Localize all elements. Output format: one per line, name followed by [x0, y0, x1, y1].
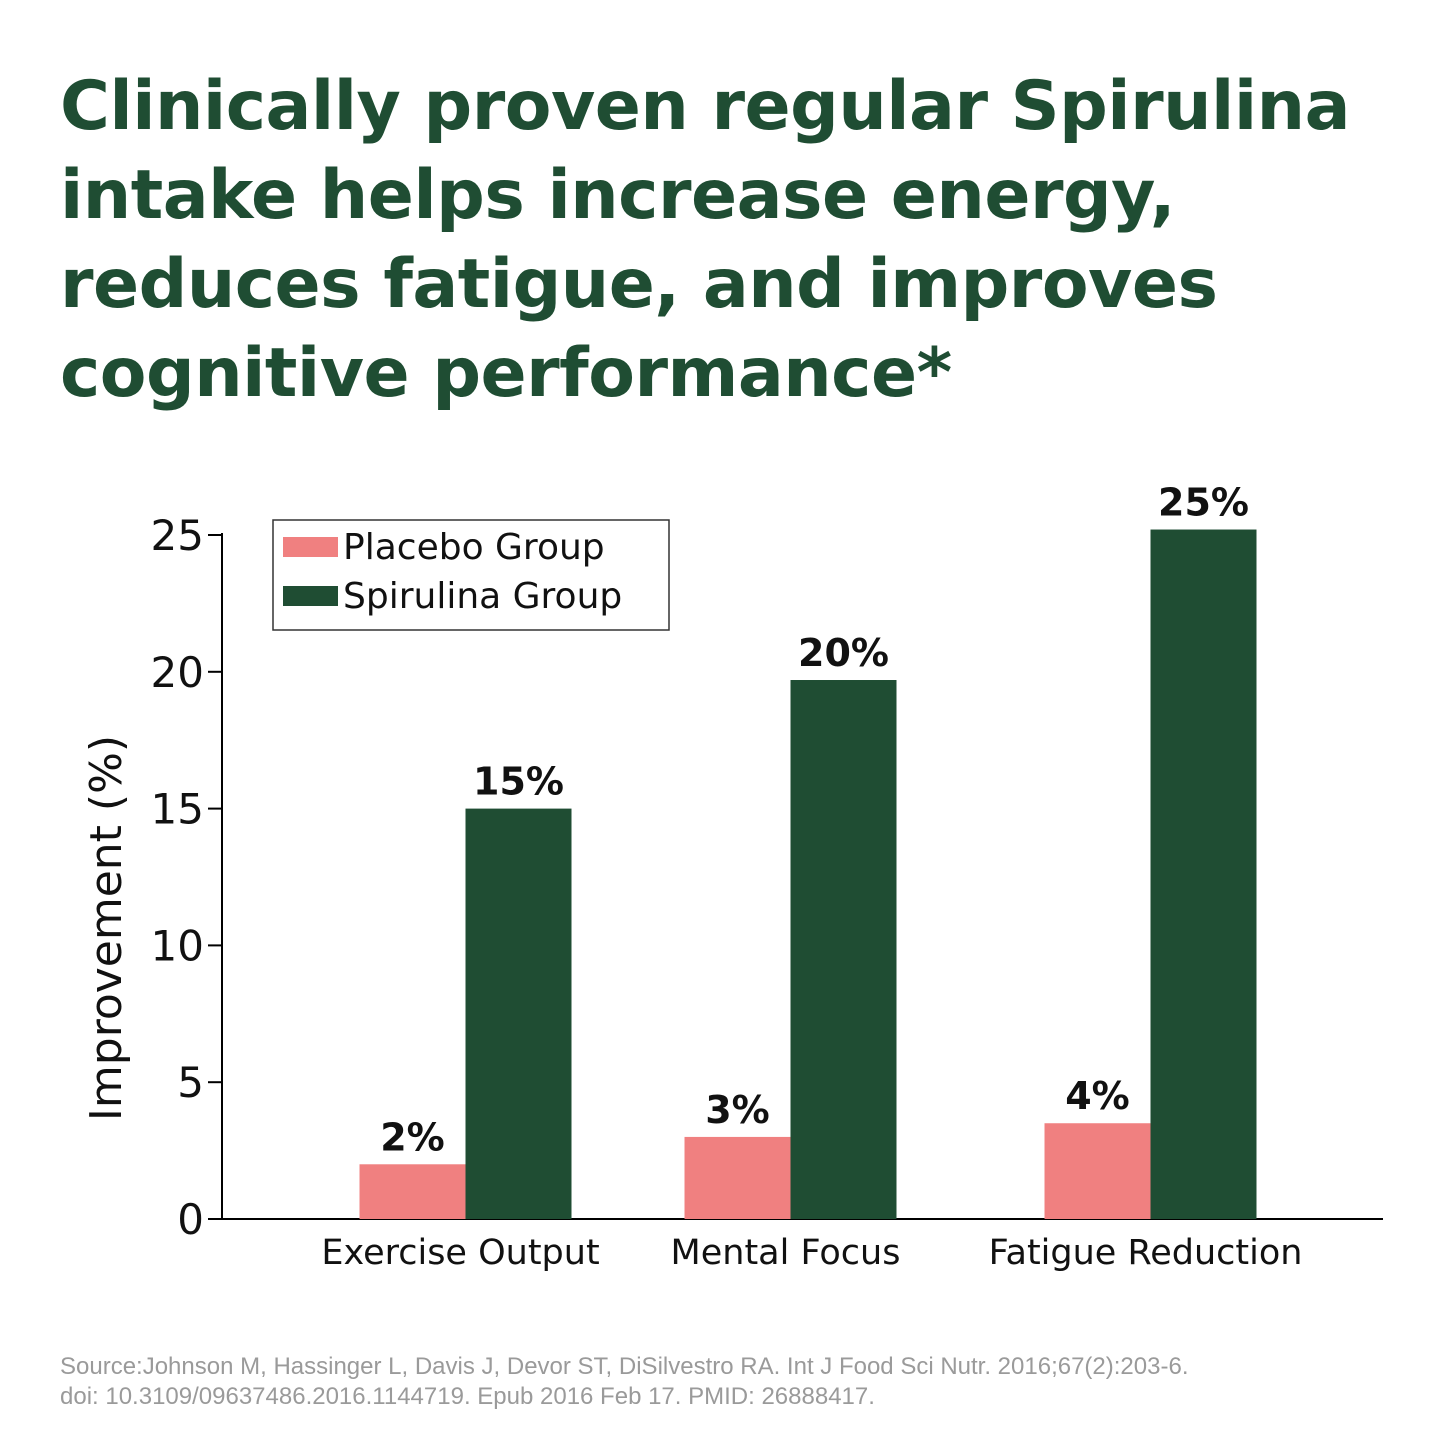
legend-label-spirulina: Spirulina Group [343, 576, 622, 617]
bar-placebo-3 [1044, 1123, 1151, 1219]
legend-swatch-spirulina [283, 586, 338, 606]
data-label-placebo-1: 2% [380, 1115, 445, 1159]
bar-spirulina-1 [465, 808, 572, 1219]
data-label-spirulina-3: 25% [1158, 481, 1249, 525]
bar-placebo-1 [359, 1164, 466, 1219]
bar-spirulina-3 [1150, 529, 1257, 1219]
headline-line-2: intake helps increase energy, [60, 156, 1176, 235]
headline-line-4: cognitive performance* [60, 334, 952, 413]
headline-line-1: Clinically proven regular Spirulina [60, 67, 1350, 146]
y-tick-label: 0 [177, 1195, 204, 1244]
source-citation: Source:Johnson M, Hassinger L, Davis J, … [60, 1352, 1400, 1412]
y-tick-label: 10 [151, 921, 204, 970]
legend-box [272, 519, 670, 631]
source-line-2: doi: 10.3109/09637486.2016.1144719. Epub… [60, 1383, 875, 1410]
x-tick-label-3: Fatigue Reduction [989, 1233, 1303, 1273]
y-tick-label: 5 [177, 1058, 204, 1107]
data-label-spirulina-1: 15% [473, 760, 564, 804]
data-label-placebo-2: 3% [705, 1088, 770, 1132]
legend-swatch-placebo [283, 537, 338, 557]
headline-line-3: reduces fatigue, and improves [60, 245, 1218, 324]
x-tick-label-1: Exercise Output [321, 1233, 599, 1273]
x-tick-label-2: Mental Focus [671, 1233, 901, 1273]
bar-spirulina-2 [790, 680, 897, 1219]
data-label-spirulina-2: 20% [798, 631, 889, 675]
headline: Clinically proven regular Spirulina inta… [60, 62, 1400, 418]
y-tick-label: 15 [151, 785, 204, 834]
source-line-1: Source:Johnson M, Hassinger L, Davis J, … [60, 1353, 1189, 1380]
bar-placebo-2 [684, 1136, 791, 1219]
data-label-placebo-3: 4% [1065, 1074, 1130, 1118]
legend-label-placebo: Placebo Group [343, 527, 605, 568]
y-tick-label: 25 [151, 511, 204, 560]
y-tick-label: 20 [151, 648, 204, 697]
y-axis-title: Improvement (%) [81, 735, 132, 1121]
